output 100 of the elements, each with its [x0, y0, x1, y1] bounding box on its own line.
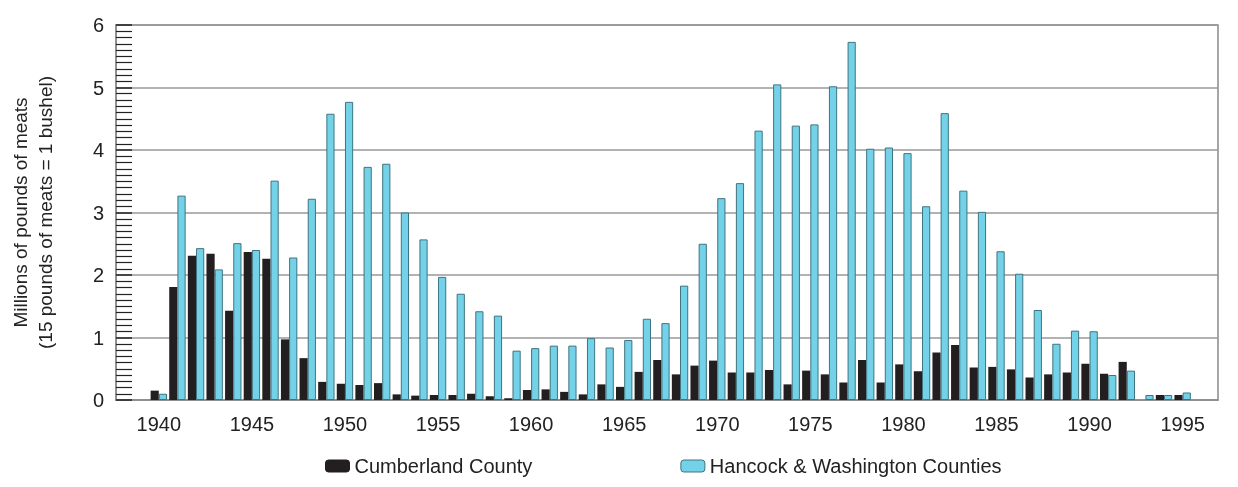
legend-label: Cumberland County	[354, 455, 533, 477]
bar	[802, 370, 811, 400]
bar	[661, 323, 670, 400]
x-tick-label: 1970	[695, 413, 740, 435]
bar	[158, 393, 168, 400]
bar	[969, 367, 978, 400]
bar	[884, 147, 893, 400]
bar	[382, 163, 391, 400]
x-tick-label: 1995	[1160, 413, 1205, 435]
y-tick-label: 6	[92, 14, 104, 36]
bar	[1044, 374, 1053, 400]
bar	[615, 386, 625, 400]
bar	[289, 257, 298, 400]
bar	[754, 130, 763, 400]
x-tick-label: 1965	[601, 413, 647, 435]
bar	[653, 360, 662, 400]
bar	[810, 124, 819, 400]
bar	[996, 251, 1005, 400]
y-tick-label: 2	[92, 264, 104, 286]
bar	[977, 211, 987, 400]
x-tick-label: 1945	[229, 413, 275, 435]
bar	[475, 311, 484, 400]
x-tick-label: 1980	[881, 413, 926, 435]
bar	[373, 383, 383, 400]
bar	[392, 394, 401, 400]
bar	[270, 180, 279, 400]
bar	[951, 345, 960, 400]
bar	[206, 253, 215, 400]
bar	[1070, 330, 1080, 400]
bar	[913, 371, 923, 400]
bar	[1006, 369, 1016, 400]
bar	[243, 251, 252, 400]
bar	[1089, 331, 1098, 400]
bar	[187, 255, 197, 400]
bar	[568, 345, 577, 400]
bar	[597, 384, 606, 400]
x-tick-label: 1955	[415, 413, 461, 435]
bar	[1155, 395, 1165, 400]
bar	[1108, 375, 1117, 400]
bar	[709, 360, 718, 400]
bar	[1033, 310, 1042, 400]
bar	[922, 206, 931, 400]
bar	[448, 395, 457, 400]
bar	[1126, 370, 1135, 400]
y-axis-title: Millions of pounds of meats (15 pounds of meats = 1 bushel)	[10, 75, 56, 350]
bar	[1081, 363, 1090, 400]
bar	[225, 310, 234, 400]
bar	[624, 340, 633, 400]
y-tick-label: 1	[92, 326, 104, 349]
bar	[735, 183, 745, 400]
bar	[262, 258, 271, 400]
x-tick-label: 1975	[788, 413, 833, 435]
bar	[438, 276, 447, 400]
bar	[541, 389, 550, 400]
bar	[680, 285, 689, 400]
bar	[299, 358, 308, 400]
bar	[1025, 377, 1034, 400]
bar	[467, 393, 476, 400]
bar	[605, 347, 614, 400]
bar	[903, 153, 912, 400]
bar	[307, 198, 316, 400]
y-tick-label: 3	[92, 201, 104, 224]
bar	[988, 366, 997, 400]
bar	[1164, 395, 1173, 400]
bar	[363, 166, 372, 400]
bar	[783, 384, 792, 400]
bar	[233, 243, 242, 400]
bar	[764, 370, 774, 400]
bar	[932, 352, 941, 400]
bar	[634, 371, 643, 400]
bar	[1062, 372, 1071, 400]
bar	[959, 190, 968, 400]
bar	[895, 364, 904, 400]
bar	[318, 381, 327, 400]
bar	[1145, 395, 1154, 400]
bar	[326, 113, 335, 400]
bar	[196, 248, 205, 400]
bar	[355, 385, 364, 400]
bar	[419, 239, 428, 400]
bar	[456, 293, 465, 400]
x-tick-label: 1960	[508, 413, 554, 435]
bar	[727, 372, 736, 400]
bar	[866, 148, 875, 400]
bar	[698, 243, 707, 400]
bar	[512, 350, 521, 400]
bar	[791, 125, 800, 400]
y-tick-label: 5	[92, 76, 104, 99]
x-tick-label: 1940	[136, 413, 182, 435]
bar	[839, 382, 848, 400]
bar	[717, 198, 726, 400]
bar	[1118, 361, 1127, 400]
bar	[773, 84, 782, 400]
x-tick-label: 1990	[1067, 413, 1112, 435]
y-tick-label: 4	[92, 139, 104, 161]
bar	[531, 348, 540, 400]
bar	[493, 315, 503, 400]
bar	[940, 113, 949, 400]
bar	[150, 390, 159, 400]
bar	[1015, 273, 1024, 400]
bar	[828, 86, 838, 400]
